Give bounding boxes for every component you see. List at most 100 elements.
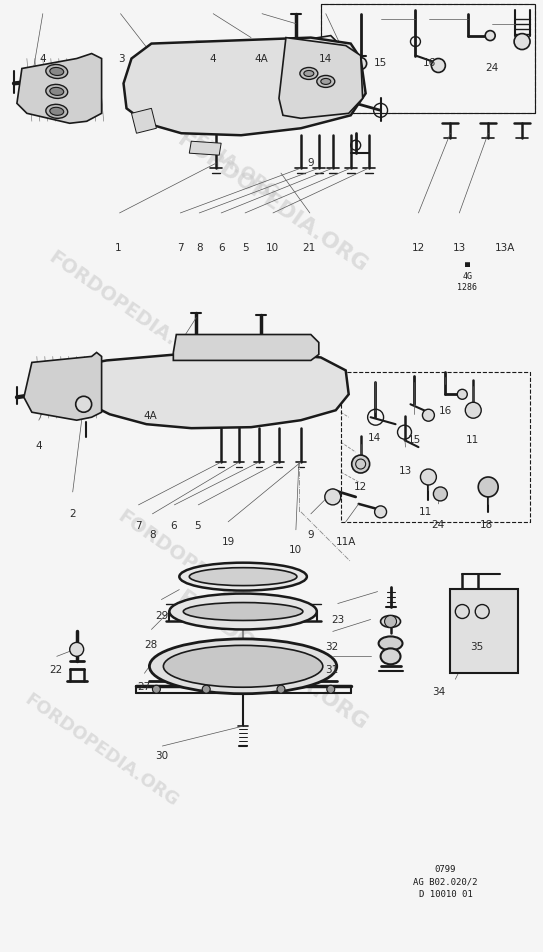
Circle shape — [422, 409, 434, 421]
Ellipse shape — [50, 108, 64, 115]
Circle shape — [355, 57, 367, 69]
Text: 18: 18 — [479, 521, 493, 530]
Circle shape — [456, 605, 469, 619]
Text: 27: 27 — [137, 682, 150, 691]
Text: 23: 23 — [331, 615, 344, 625]
Text: FORDOPEDIA.ORG: FORDOPEDIA.ORG — [121, 83, 282, 203]
Polygon shape — [279, 37, 363, 118]
Text: 5: 5 — [242, 244, 249, 253]
Text: 11: 11 — [466, 435, 479, 445]
Text: 16: 16 — [439, 407, 452, 416]
Ellipse shape — [321, 78, 331, 85]
Text: 8: 8 — [196, 244, 203, 253]
Polygon shape — [173, 334, 319, 361]
Text: 5: 5 — [194, 522, 201, 531]
Circle shape — [431, 58, 445, 72]
Circle shape — [70, 643, 84, 656]
Text: 22: 22 — [49, 665, 62, 676]
Text: ■
4G
1286: ■ 4G 1286 — [457, 260, 477, 292]
Circle shape — [202, 685, 210, 693]
Circle shape — [420, 469, 437, 485]
Text: 16: 16 — [423, 58, 436, 69]
Text: 21: 21 — [302, 244, 316, 253]
Text: FORDOPEDIA.ORG: FORDOPEDIA.ORG — [173, 129, 370, 276]
Text: 10: 10 — [266, 244, 279, 253]
Text: 29: 29 — [155, 611, 168, 622]
Ellipse shape — [381, 648, 401, 664]
Circle shape — [478, 477, 498, 497]
Text: FORDOPEDIA.ORG: FORDOPEDIA.ORG — [45, 248, 218, 377]
Text: 7: 7 — [177, 244, 184, 253]
Ellipse shape — [149, 639, 337, 694]
Text: FORDOPEDIA.ORG: FORDOPEDIA.ORG — [115, 506, 288, 637]
Ellipse shape — [46, 65, 68, 78]
Text: 14: 14 — [319, 53, 332, 64]
Circle shape — [327, 685, 334, 693]
Text: 4A: 4A — [144, 411, 157, 421]
Text: 11A: 11A — [336, 537, 356, 547]
Ellipse shape — [50, 68, 64, 75]
Ellipse shape — [378, 637, 402, 650]
Text: FORDOPEDIA.ORG: FORDOPEDIA.ORG — [173, 588, 370, 735]
Bar — [321, 4, 535, 113]
Text: 13: 13 — [452, 244, 466, 253]
Ellipse shape — [46, 85, 68, 98]
Circle shape — [485, 30, 495, 41]
Text: 8: 8 — [149, 530, 156, 540]
Ellipse shape — [184, 603, 303, 621]
Text: 13A: 13A — [495, 244, 515, 253]
Circle shape — [433, 487, 447, 501]
Text: FORDOPEDIA.ORG: FORDOPEDIA.ORG — [21, 691, 182, 811]
Text: 14: 14 — [368, 433, 381, 443]
Text: 11: 11 — [419, 507, 432, 517]
Ellipse shape — [163, 645, 323, 687]
Ellipse shape — [179, 563, 307, 590]
Polygon shape — [24, 352, 102, 420]
Ellipse shape — [300, 68, 318, 79]
Text: 4: 4 — [210, 53, 216, 64]
Text: 9: 9 — [307, 158, 314, 168]
Circle shape — [465, 403, 481, 418]
Ellipse shape — [46, 105, 68, 118]
Bar — [321, 4, 535, 113]
Text: 34: 34 — [432, 687, 446, 697]
Circle shape — [352, 455, 370, 473]
Circle shape — [325, 489, 341, 505]
Circle shape — [457, 389, 468, 399]
Circle shape — [153, 685, 160, 693]
Text: 10: 10 — [289, 545, 302, 555]
Ellipse shape — [304, 70, 314, 76]
Text: 15: 15 — [408, 435, 421, 445]
Text: 24: 24 — [485, 63, 498, 73]
Text: 15: 15 — [374, 58, 387, 69]
Text: 32: 32 — [325, 642, 339, 652]
Bar — [450, 588, 518, 673]
Ellipse shape — [317, 75, 334, 88]
Ellipse shape — [381, 616, 401, 627]
Polygon shape — [147, 35, 341, 104]
Text: 2: 2 — [69, 509, 75, 519]
Circle shape — [475, 605, 489, 619]
Text: 28: 28 — [144, 640, 157, 650]
Circle shape — [277, 685, 285, 693]
Text: 19: 19 — [222, 537, 235, 547]
Ellipse shape — [190, 567, 297, 585]
Text: 7: 7 — [135, 522, 142, 531]
Text: 31: 31 — [325, 665, 339, 676]
Polygon shape — [17, 53, 102, 123]
Text: 4A: 4A — [255, 53, 269, 64]
Text: 4: 4 — [39, 53, 46, 64]
Circle shape — [514, 33, 530, 50]
Text: 3: 3 — [118, 53, 124, 64]
Text: 1: 1 — [115, 244, 122, 253]
Circle shape — [384, 616, 396, 627]
Ellipse shape — [169, 594, 317, 629]
Text: 12: 12 — [412, 244, 425, 253]
Ellipse shape — [50, 88, 64, 95]
Polygon shape — [190, 141, 221, 155]
Polygon shape — [67, 352, 349, 428]
Text: 12: 12 — [353, 483, 367, 492]
Text: 6: 6 — [218, 244, 224, 253]
Text: 9: 9 — [307, 530, 314, 540]
Polygon shape — [123, 37, 365, 135]
